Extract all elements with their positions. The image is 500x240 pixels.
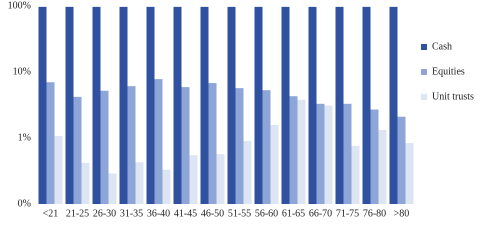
bar — [108, 173, 117, 204]
x-tick-label: 21-25 — [66, 208, 89, 219]
x-tick-label: 71-75 — [336, 208, 359, 219]
y-tick-label: 100% — [8, 0, 31, 11]
bar — [370, 109, 379, 204]
bar — [173, 6, 182, 205]
bar — [38, 6, 47, 205]
bar — [81, 162, 90, 204]
bar — [146, 6, 155, 205]
bar — [316, 103, 325, 204]
legend-label: Equities — [432, 66, 465, 77]
x-tick-label: 51-55 — [228, 208, 251, 219]
bar — [154, 79, 163, 204]
bar — [127, 86, 136, 204]
bar — [208, 83, 217, 204]
legend-swatch — [421, 94, 427, 100]
x-tick-label: 26-30 — [93, 208, 116, 219]
bar — [235, 88, 244, 204]
x-tick-label: <21 — [43, 208, 59, 219]
bar — [397, 116, 406, 204]
x-tick-label: 61-65 — [282, 208, 305, 219]
x-tick-label: 36-40 — [147, 208, 170, 219]
legend-swatch — [421, 44, 427, 50]
legend-label: Cash — [432, 41, 452, 52]
bar — [389, 6, 398, 205]
bar — [100, 90, 109, 204]
bar — [200, 6, 209, 205]
bar — [343, 103, 352, 204]
x-tick-label: 76-80 — [363, 208, 386, 219]
bar — [135, 162, 144, 204]
y-tick-label: 0% — [18, 198, 31, 209]
chart: 0% 1% 10% 100% <21 21-25 26-30 31-35 36-40 41-45 4… — [8, 0, 474, 219]
x-tick-label: 56-60 — [255, 208, 278, 219]
y-tick-label: 10% — [13, 66, 31, 77]
x-tick-label: 41-45 — [174, 208, 197, 219]
bar — [405, 142, 414, 204]
bar — [270, 125, 279, 204]
bar — [308, 6, 317, 205]
bar — [362, 6, 371, 205]
bar — [73, 96, 82, 204]
x-tick-label: 66-70 — [309, 208, 332, 219]
bar — [262, 90, 271, 204]
legend-swatch — [421, 69, 427, 75]
bar — [162, 169, 171, 204]
bar — [216, 154, 225, 204]
x-tick-label: 31-35 — [120, 208, 143, 219]
x-tick-label: 46-50 — [201, 208, 224, 219]
bar — [281, 6, 290, 205]
bar — [54, 136, 63, 204]
bar — [189, 155, 198, 204]
bar — [351, 145, 360, 204]
bar — [324, 105, 333, 204]
bar — [297, 99, 306, 204]
bar — [92, 6, 101, 205]
bar — [378, 130, 387, 204]
bar — [119, 6, 128, 205]
bar — [227, 6, 236, 205]
bar — [289, 96, 298, 204]
legend-label: Unit trusts — [432, 91, 474, 102]
bar — [181, 87, 190, 204]
bar — [46, 82, 55, 204]
bar — [335, 6, 344, 205]
bar — [254, 6, 263, 205]
bar — [243, 141, 252, 204]
x-tick-label: >80 — [394, 208, 410, 219]
bar — [65, 6, 74, 205]
y-tick-label: 1% — [18, 132, 31, 143]
